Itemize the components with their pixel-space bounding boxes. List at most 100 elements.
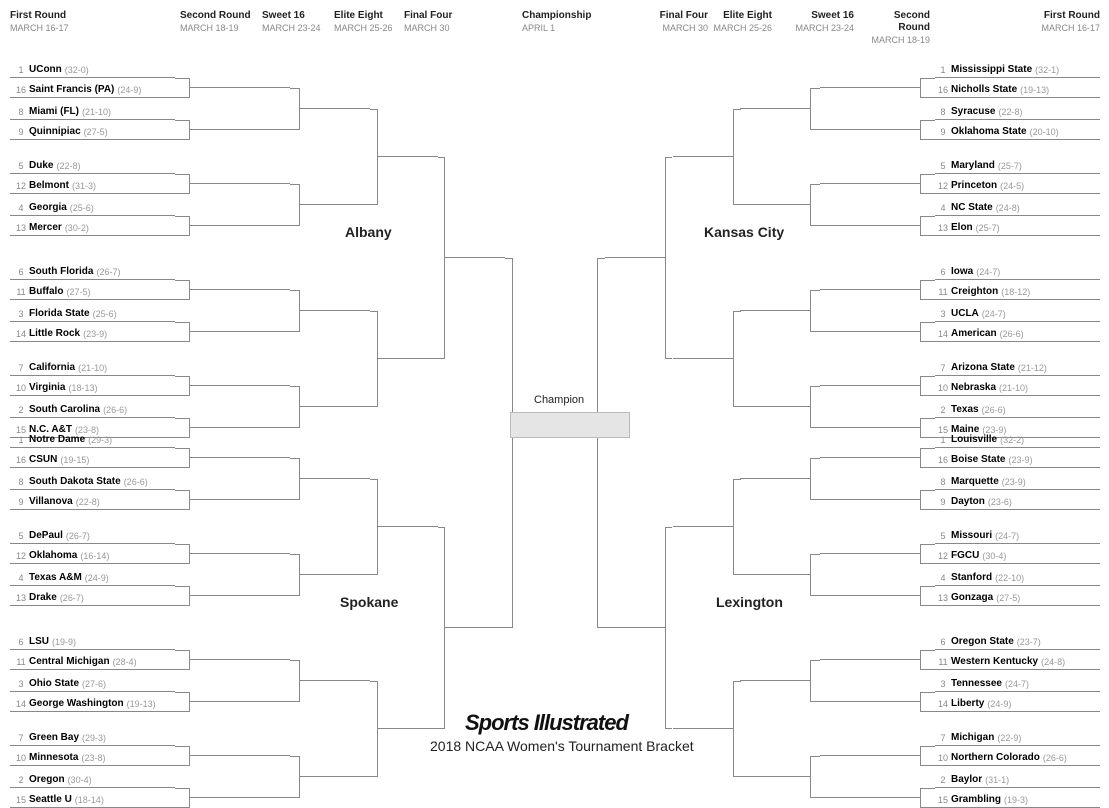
bracket-connector [290, 660, 300, 702]
bracket-connector [810, 756, 820, 798]
team-slot [300, 185, 370, 205]
team-slot [820, 534, 920, 554]
round-header: ChampionshipAPRIL 1 [522, 10, 591, 35]
round-header: Final FourMARCH 30 [648, 10, 708, 35]
bracket-connector [810, 458, 820, 500]
bracket-connector [290, 184, 300, 226]
bracket-connector [733, 109, 741, 205]
team-slot [820, 270, 920, 290]
bracket-connector [175, 418, 190, 438]
team-slot: 1Louisville(32-2) [935, 428, 1100, 448]
bracket-connector [810, 184, 820, 226]
team-slot: 11Creighton(18-12) [935, 280, 1100, 300]
bracket-connector [175, 746, 190, 766]
team-slot: 15Seattle U(18-14) [10, 788, 175, 808]
team-slot: 13Gonzaga(27-5) [935, 586, 1100, 606]
team-slot [605, 608, 665, 628]
team-slot [190, 408, 290, 428]
team-slot [820, 682, 920, 702]
footer-logo: Sports Illustrated [465, 710, 628, 736]
team-slot [740, 291, 810, 311]
team-slot: 5Duke(22-8) [10, 154, 175, 174]
team-slot [445, 608, 505, 628]
region-label: Lexington [716, 594, 783, 610]
team-slot [190, 68, 290, 88]
bracket-connector [920, 322, 935, 342]
team-slot [190, 576, 290, 596]
bracket-connector [175, 376, 190, 396]
team-slot: 7Michigan(22-9) [935, 726, 1100, 746]
bracket-connector [175, 586, 190, 606]
team-slot: 5Maryland(25-7) [935, 154, 1100, 174]
round-header: Elite EightMARCH 25-26 [334, 10, 393, 35]
team-slot [190, 366, 290, 386]
team-slot [740, 459, 810, 479]
bracket-connector [175, 650, 190, 670]
bracket-connector [920, 586, 935, 606]
bracket-connector [920, 376, 935, 396]
team-slot: 6South Florida(26-7) [10, 260, 175, 280]
team-slot: 10Nebraska(21-10) [935, 376, 1100, 396]
champion-slot [510, 412, 630, 438]
team-slot [820, 408, 920, 428]
team-slot [300, 387, 370, 407]
bracket-connector [810, 554, 820, 596]
bracket-connector [733, 681, 741, 777]
team-slot [378, 507, 438, 527]
team-slot [300, 757, 370, 777]
team-slot: 4NC State(24-8) [935, 196, 1100, 216]
team-slot [820, 576, 920, 596]
team-slot [190, 778, 290, 798]
bracket-connector [175, 120, 190, 140]
team-slot: 2South Carolina(26-6) [10, 398, 175, 418]
bracket-connector [175, 788, 190, 808]
team-slot [820, 778, 920, 798]
bracket-connector [810, 290, 820, 332]
bracket-connector [920, 418, 935, 438]
team-slot [190, 312, 290, 332]
bracket-connector [290, 386, 300, 428]
team-slot: 12Oklahoma(16-14) [10, 544, 175, 564]
team-slot: 1Notre Dame(29-3) [10, 428, 175, 448]
team-slot: 4Texas A&M(24-9) [10, 566, 175, 586]
team-slot [190, 206, 290, 226]
bracket-connector [810, 88, 820, 130]
team-slot [740, 89, 810, 109]
bracket-connector [665, 157, 672, 359]
bracket-connector [290, 458, 300, 500]
bracket-connector [597, 258, 605, 628]
team-slot: 2Baylor(31-1) [935, 768, 1100, 788]
team-slot [190, 534, 290, 554]
region-label: Spokane [340, 594, 398, 610]
team-slot: 8Syracuse(22-8) [935, 100, 1100, 120]
team-slot: 7Green Bay(29-3) [10, 726, 175, 746]
bracket-connector [290, 88, 300, 130]
team-slot: 2Oregon(30-4) [10, 768, 175, 788]
bracket-connector [438, 157, 445, 359]
team-slot [820, 366, 920, 386]
team-slot [820, 164, 920, 184]
team-slot [820, 312, 920, 332]
team-slot: 13Mercer(30-2) [10, 216, 175, 236]
team-slot: 8Marquette(23-9) [935, 470, 1100, 490]
bracket-connector [920, 788, 935, 808]
team-slot: 7Arizona State(21-12) [935, 356, 1100, 376]
team-slot: 10Northern Colorado(26-6) [935, 746, 1100, 766]
round-header: First RoundMARCH 16-17 [1040, 10, 1100, 35]
team-slot: 6Iowa(24-7) [935, 260, 1100, 280]
team-slot [190, 270, 290, 290]
team-slot [300, 89, 370, 109]
round-header: Sweet 16MARCH 23-24 [794, 10, 854, 35]
bracket-connector [290, 756, 300, 798]
bracket-connector [290, 290, 300, 332]
team-slot: 16Nicholls State(19-13) [935, 78, 1100, 98]
team-slot: 9Villanova(22-8) [10, 490, 175, 510]
team-slot: 3Ohio State(27-6) [10, 672, 175, 692]
team-slot [820, 110, 920, 130]
team-slot: 6Oregon State(23-7) [935, 630, 1100, 650]
team-slot: 6LSU(19-9) [10, 630, 175, 650]
team-slot [673, 339, 733, 359]
team-slot: 5Missouri(24-7) [935, 524, 1100, 544]
team-slot [378, 137, 438, 157]
team-slot [740, 757, 810, 777]
